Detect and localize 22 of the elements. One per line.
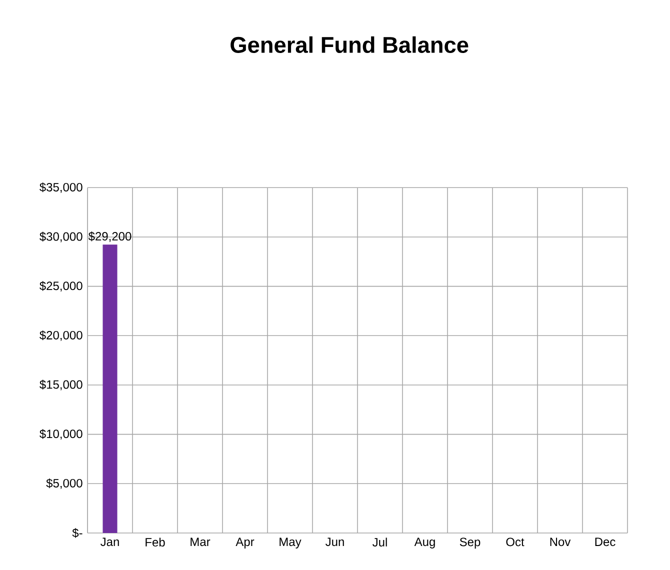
x-tick-label: Aug <box>414 538 435 548</box>
y-tick-label: $- <box>72 528 82 538</box>
y-tick-label: $20,000 <box>40 330 82 341</box>
data-label: $29,200 <box>88 232 132 242</box>
y-tick-label: $10,000 <box>40 429 82 440</box>
x-tick-label: Dec <box>595 538 616 546</box>
y-tick-label: $25,000 <box>40 281 82 292</box>
x-tick-label: Feb <box>146 538 165 547</box>
y-tick-label: $5,000 <box>46 478 82 489</box>
x-tick-label: Apr <box>236 538 254 548</box>
x-tick-label: Nov <box>550 538 571 546</box>
x-tick-label: May <box>280 538 302 548</box>
y-tick-label: $35,000 <box>40 182 82 193</box>
y-tick-label: $30,000 <box>40 232 82 242</box>
y-tick-label: $15,000 <box>40 380 82 390</box>
x-tick-label: Jul <box>372 538 387 547</box>
x-tick-label: Sep <box>460 538 480 549</box>
x-tick-label: Jun <box>326 538 344 546</box>
x-tick-label: Jan <box>100 538 119 546</box>
chart-title: General Fund Balance <box>230 36 468 53</box>
x-tick-label: Mar <box>190 538 210 546</box>
x-tick-label: Oct <box>506 538 524 546</box>
